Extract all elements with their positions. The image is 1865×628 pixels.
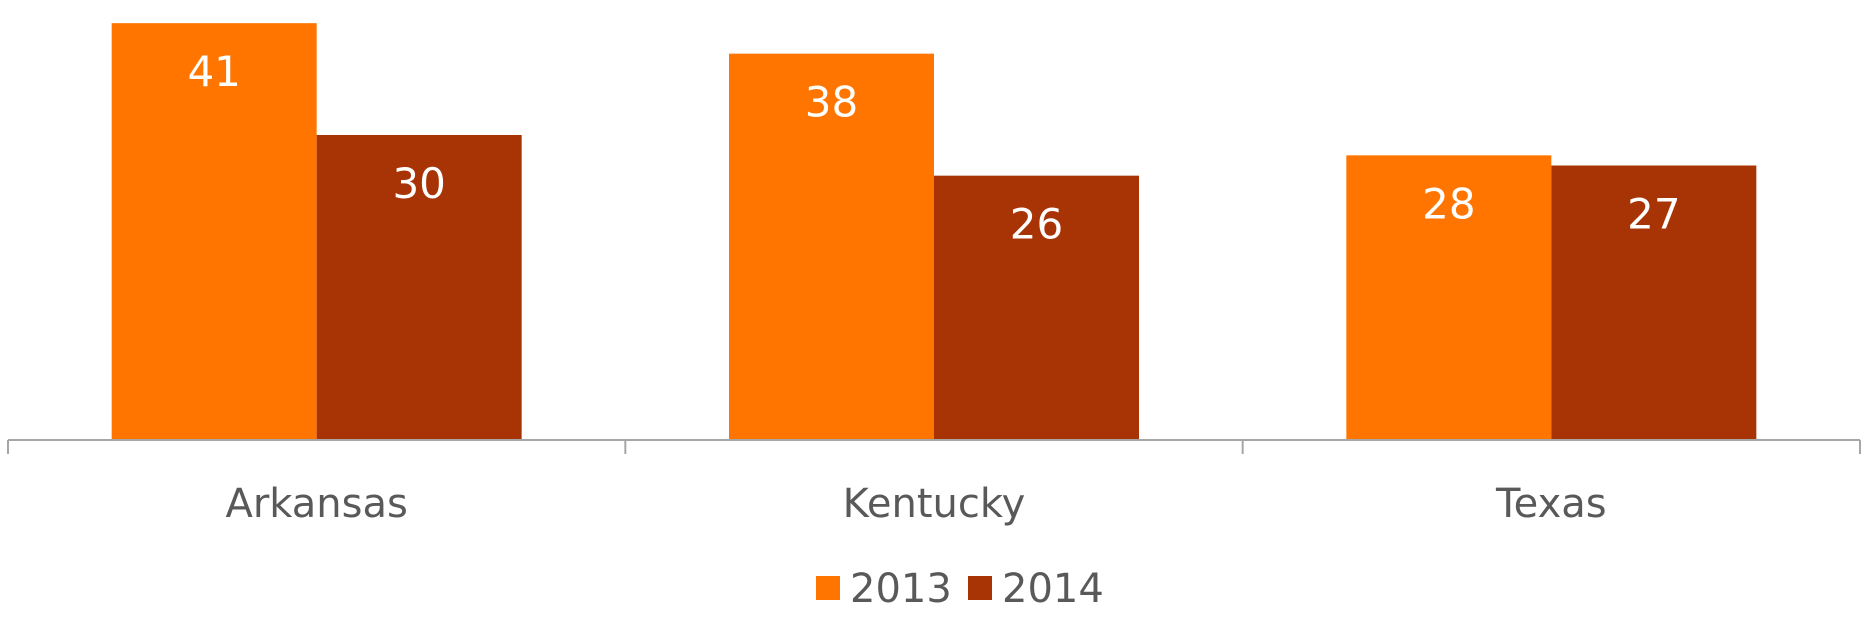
bar-arkansas-2014 <box>316 135 522 440</box>
data-label-arkansas-2014: 30 <box>392 159 445 208</box>
legend-swatch-2013 <box>816 576 840 600</box>
bar-texas-2014 <box>1551 165 1757 440</box>
data-label-arkansas-2013: 41 <box>187 47 240 96</box>
bars-group <box>111 23 1757 441</box>
legend-swatch-2014 <box>968 576 992 600</box>
data-label-texas-2013: 28 <box>1422 179 1475 228</box>
bar-kentucky-2013 <box>729 53 934 441</box>
legend-label-2014: 2014 <box>1002 566 1104 612</box>
x-axis: Arkansas Kentucky Texas <box>7 439 1861 527</box>
data-label-kentucky-2014: 26 <box>1010 200 1063 249</box>
legend-label-2013: 2013 <box>850 566 952 612</box>
data-labels-group: 41 30 38 26 28 27 <box>187 47 1680 249</box>
bar-texas-2013 <box>1346 155 1552 441</box>
bar-arkansas-2013 <box>111 23 317 441</box>
data-label-kentucky-2013: 38 <box>805 78 858 127</box>
legend: 2013 2014 <box>816 566 1104 612</box>
bar-kentucky-2014 <box>934 175 1139 440</box>
x-tick-label-texas: Texas <box>1495 481 1607 527</box>
x-tick-label-kentucky: Kentucky <box>843 481 1026 527</box>
x-tick-label-arkansas: Arkansas <box>226 481 408 527</box>
data-label-texas-2014: 27 <box>1627 190 1680 239</box>
